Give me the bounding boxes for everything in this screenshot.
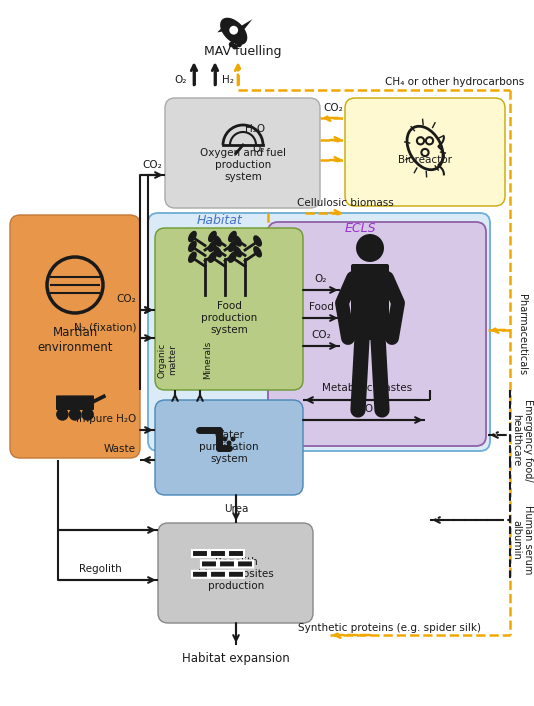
Ellipse shape [188,241,197,252]
Text: O₂: O₂ [315,274,327,284]
Text: O₂: O₂ [253,144,265,154]
FancyBboxPatch shape [201,561,217,568]
Circle shape [56,408,69,421]
Circle shape [81,408,94,421]
Ellipse shape [213,235,222,246]
FancyBboxPatch shape [165,98,320,208]
Ellipse shape [253,246,262,258]
Ellipse shape [213,246,222,258]
Ellipse shape [233,246,242,258]
Text: Organic
matter: Organic matter [158,342,177,378]
Ellipse shape [253,235,262,246]
FancyBboxPatch shape [148,213,490,451]
Text: H₂: H₂ [222,75,234,85]
Circle shape [229,26,238,35]
Text: CO₂: CO₂ [323,103,343,113]
Ellipse shape [228,231,237,242]
Text: Synthetic proteins (e.g. spider silk): Synthetic proteins (e.g. spider silk) [299,623,482,633]
Text: Oxygen and fuel
production
system: Oxygen and fuel production system [200,148,286,181]
FancyBboxPatch shape [155,400,303,495]
Text: CO₂: CO₂ [142,160,162,170]
Text: O₂: O₂ [175,75,187,85]
Text: Pharmaceuticals: Pharmaceuticals [517,294,527,376]
FancyBboxPatch shape [10,215,140,458]
Ellipse shape [188,251,197,263]
Text: Minerals: Minerals [203,341,213,379]
Text: Habitat expansion: Habitat expansion [182,652,290,665]
Text: Food
production
system: Food production system [201,301,257,335]
Text: Regolith: Regolith [78,564,121,574]
Text: Habitat: Habitat [197,213,243,227]
Circle shape [232,44,238,49]
Circle shape [226,441,232,445]
Text: ECLS: ECLS [344,222,376,234]
FancyBboxPatch shape [210,570,226,578]
Ellipse shape [208,231,217,242]
Ellipse shape [188,231,197,242]
Text: N₂ (fixation): N₂ (fixation) [74,322,136,332]
FancyBboxPatch shape [192,550,208,557]
FancyBboxPatch shape [345,98,505,206]
FancyBboxPatch shape [56,395,94,410]
Ellipse shape [208,251,217,263]
FancyBboxPatch shape [219,561,235,568]
Text: Cellulosic biomass: Cellulosic biomass [296,198,394,208]
Ellipse shape [228,241,237,252]
Circle shape [231,436,235,441]
Circle shape [237,42,242,47]
FancyBboxPatch shape [192,570,208,578]
FancyBboxPatch shape [237,561,253,568]
Text: H₂O: H₂O [353,404,373,414]
Polygon shape [217,21,230,32]
Text: Emergency food/
healthcare: Emergency food/ healthcare [511,399,533,481]
Text: Impure H₂O: Impure H₂O [76,414,136,424]
Circle shape [229,42,234,47]
Text: Waste: Waste [104,444,136,454]
FancyBboxPatch shape [158,523,313,623]
Text: CO₂: CO₂ [116,294,136,304]
Text: Urea: Urea [224,504,248,514]
Text: CH₄ or other hydrocarbons: CH₄ or other hydrocarbons [385,77,524,87]
FancyBboxPatch shape [155,228,303,390]
Text: CO₂: CO₂ [311,330,331,340]
Ellipse shape [208,241,217,252]
FancyBboxPatch shape [268,222,486,446]
FancyBboxPatch shape [210,550,226,557]
Text: Martian
environment: Martian environment [37,326,113,354]
Text: Human serum
albumin: Human serum albumin [511,505,533,575]
Ellipse shape [220,18,247,45]
Ellipse shape [228,251,237,263]
Circle shape [223,436,227,441]
Text: Metabolic wastes: Metabolic wastes [322,383,412,393]
Ellipse shape [233,235,242,246]
FancyBboxPatch shape [228,570,244,578]
Circle shape [69,408,81,421]
Polygon shape [241,19,253,30]
FancyBboxPatch shape [351,264,389,340]
FancyBboxPatch shape [228,550,244,557]
Text: Food: Food [309,302,333,312]
Text: H₂O: H₂O [245,124,265,134]
Text: MAV fuelling: MAV fuelling [204,45,282,59]
Text: Bioreactor: Bioreactor [398,155,452,165]
Text: Regolith
biocomposites
production: Regolith biocomposites production [198,558,274,591]
Ellipse shape [201,427,211,433]
Text: Water
purification
system: Water purification system [199,431,259,464]
Circle shape [356,234,384,262]
